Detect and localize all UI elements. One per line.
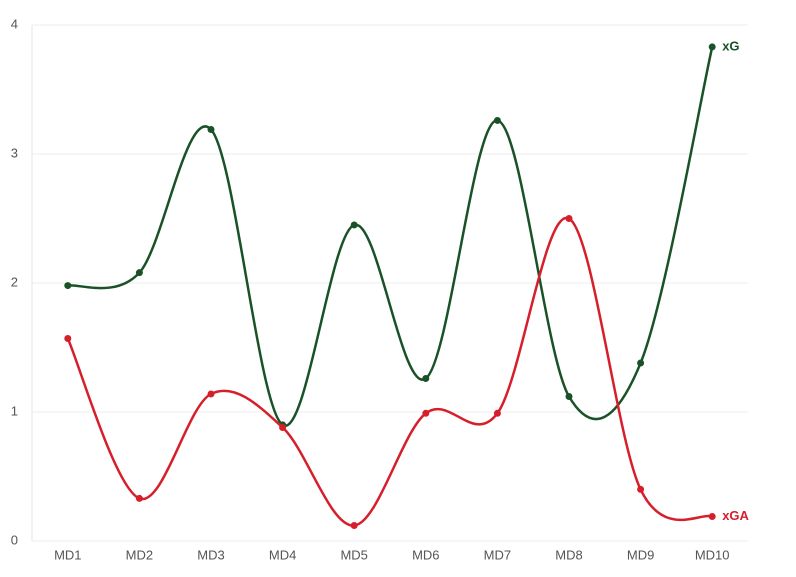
data-point bbox=[422, 374, 430, 382]
data-point bbox=[135, 494, 143, 502]
data-point bbox=[207, 390, 215, 398]
x-tick-label: MD10 bbox=[695, 547, 730, 562]
y-tick-label: 2 bbox=[11, 274, 18, 289]
data-point bbox=[350, 221, 358, 229]
data-point bbox=[637, 359, 645, 367]
x-tick-label: MD9 bbox=[627, 547, 654, 562]
data-point bbox=[708, 43, 716, 51]
x-tick-label: MD1 bbox=[54, 547, 81, 562]
data-point bbox=[422, 409, 430, 417]
x-tick-label: MD5 bbox=[340, 547, 367, 562]
data-point bbox=[637, 485, 645, 493]
x-tick-label: MD2 bbox=[126, 547, 153, 562]
data-point bbox=[64, 282, 72, 290]
data-point bbox=[279, 423, 287, 431]
data-point bbox=[135, 269, 143, 277]
y-tick-label: 3 bbox=[11, 145, 18, 160]
data-point bbox=[493, 409, 501, 417]
data-point bbox=[64, 334, 72, 342]
data-point bbox=[493, 116, 501, 124]
x-tick-label: MD4 bbox=[269, 547, 296, 562]
data-point bbox=[207, 125, 215, 133]
x-tick-label: MD6 bbox=[412, 547, 439, 562]
series-line bbox=[67, 46, 714, 427]
data-point bbox=[565, 393, 573, 401]
y-tick-label: 4 bbox=[11, 16, 18, 31]
data-point bbox=[350, 522, 358, 530]
data-point bbox=[565, 215, 573, 222]
series-line bbox=[66, 216, 713, 527]
x-tick-label: MD7 bbox=[484, 547, 511, 562]
y-tick-label: 0 bbox=[11, 532, 18, 547]
x-tick-label: MD8 bbox=[555, 547, 582, 562]
series-label: xGA bbox=[722, 508, 749, 523]
y-tick-label: 1 bbox=[11, 403, 18, 418]
data-point bbox=[708, 512, 716, 520]
x-tick-label: MD3 bbox=[197, 547, 224, 562]
series-label: xG bbox=[722, 38, 739, 53]
